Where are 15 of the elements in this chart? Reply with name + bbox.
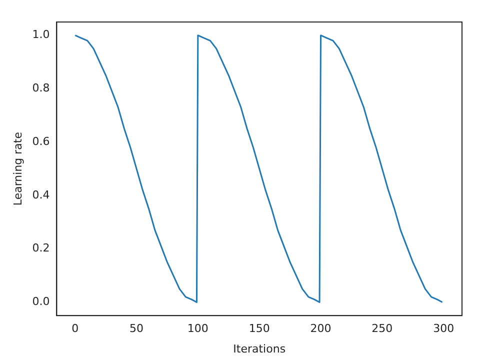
x-tick-label: 200 [310,322,332,336]
x-tick-label: 150 [248,322,270,336]
y-tick-label: 0.6 [32,134,50,148]
y-tick-label: 0.8 [32,82,50,95]
y-tick-label: 1.0 [32,28,50,42]
x-axis-title: Iterations [233,342,286,356]
y-tick-label: 0.0 [32,295,50,308]
x-tick-label: 100 [187,322,208,336]
x-tick-label: 50 [130,322,144,336]
x-tick-label: 0 [72,322,79,336]
y-axis-title: Learning rate [11,132,24,206]
y-tick-label: 0.4 [32,188,50,202]
y-tick-label: 0.2 [32,242,50,255]
x-tick-label: 250 [372,322,393,336]
x-tick-label: 300 [433,322,454,336]
